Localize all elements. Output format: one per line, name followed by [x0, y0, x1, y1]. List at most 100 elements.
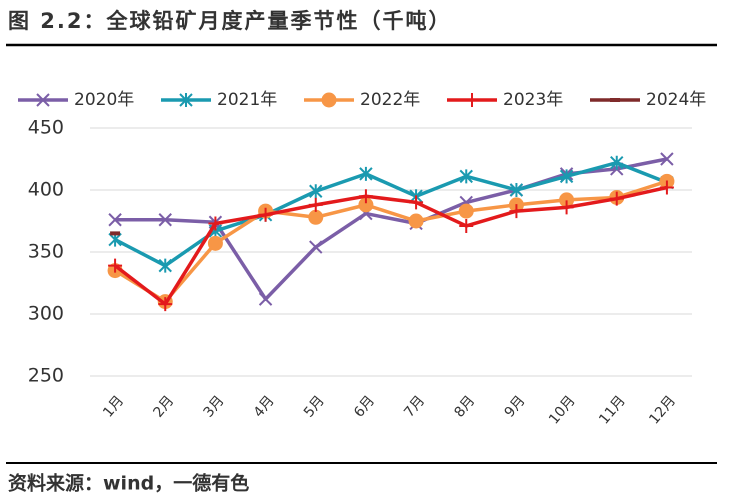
marker-shape	[610, 98, 620, 102]
marker-shape	[359, 166, 373, 181]
marker-shape	[409, 195, 424, 210]
x-tick-label: 4月	[251, 393, 278, 421]
y-tick-label: 300	[28, 303, 64, 325]
point-marker	[309, 240, 323, 254]
marker-shape	[309, 184, 323, 199]
marker-shape	[308, 209, 324, 225]
legend-marker	[179, 93, 193, 107]
x-tick-label: 8月	[451, 393, 478, 421]
x-tick-label: 11月	[596, 393, 629, 428]
marker-shape	[258, 292, 273, 306]
marker-shape	[110, 231, 121, 236]
point-marker	[108, 213, 122, 227]
point-marker	[358, 189, 373, 204]
marker-shape	[207, 235, 223, 251]
point-marker	[458, 203, 474, 219]
point-marker	[308, 197, 323, 212]
point-marker	[358, 197, 374, 213]
legend-marker	[36, 93, 50, 107]
marker-shape	[559, 169, 574, 184]
point-marker	[158, 213, 172, 227]
point-marker	[409, 195, 424, 210]
point-marker	[258, 292, 273, 306]
marker-shape	[459, 169, 473, 184]
series-line	[115, 157, 668, 301]
legend-label: 2022年	[360, 90, 420, 110]
point-marker	[308, 209, 324, 225]
x-tick-label: 6月	[351, 393, 378, 421]
marker-shape	[358, 197, 374, 213]
point-marker	[559, 200, 574, 215]
y-tick-label: 400	[28, 179, 64, 201]
x-tick-label: 5月	[301, 393, 328, 421]
marker-shape	[208, 216, 223, 231]
point-marker	[110, 231, 121, 236]
marker-shape	[659, 180, 674, 195]
point-marker	[459, 169, 473, 184]
x-tick-label: 9月	[502, 393, 529, 421]
marker-shape	[36, 93, 50, 107]
x-tick-label: 2月	[150, 393, 177, 421]
y-tick-label: 350	[28, 241, 64, 263]
legend-marker	[321, 92, 337, 108]
marker-shape	[465, 93, 479, 107]
marker-shape	[610, 155, 624, 170]
point-marker	[609, 191, 624, 206]
point-marker	[610, 155, 624, 170]
marker-shape	[459, 218, 474, 233]
x-tick-label: 3月	[201, 393, 228, 421]
marker-shape	[609, 191, 624, 206]
y-tick-label: 250	[28, 365, 64, 387]
point-marker	[309, 184, 323, 199]
point-marker	[258, 207, 273, 222]
marker-shape	[358, 189, 373, 204]
marker-shape	[108, 213, 122, 227]
point-marker	[207, 235, 223, 251]
point-marker	[359, 166, 373, 181]
x-tick-label: 7月	[401, 393, 428, 421]
legend-label: 2020年	[74, 90, 134, 110]
legend-label: 2021年	[217, 90, 277, 110]
x-tick-label: 12月	[646, 393, 679, 428]
point-marker	[659, 180, 674, 195]
marker-shape	[458, 203, 474, 219]
marker-shape	[179, 93, 193, 107]
chart-title: 图 2.2：全球铅矿月度产量季节性（千吨）	[8, 9, 452, 33]
marker-shape	[258, 207, 273, 222]
series-line	[114, 179, 668, 304]
legend-marker	[465, 93, 479, 107]
point-marker	[509, 183, 524, 197]
marker-shape	[308, 197, 323, 212]
point-marker	[208, 216, 223, 231]
source-note: 资料来源：wind，一德有色	[8, 472, 249, 495]
marker-shape	[509, 204, 524, 219]
point-marker	[559, 192, 575, 208]
point-marker	[408, 213, 424, 229]
legend-label: 2023年	[503, 90, 563, 110]
x-tick-label: 1月	[100, 393, 127, 421]
marker-shape	[408, 213, 424, 229]
marker-shape	[108, 258, 123, 273]
marker-shape	[660, 152, 674, 166]
marker-shape	[158, 297, 173, 312]
marker-shape	[158, 258, 172, 273]
x-tick-label: 10月	[546, 393, 579, 428]
point-marker	[158, 297, 173, 312]
marker-shape	[309, 240, 323, 254]
point-marker	[509, 204, 524, 219]
marker-shape	[158, 213, 172, 227]
point-marker	[660, 152, 674, 166]
y-tick-label: 450	[28, 117, 64, 139]
point-marker	[108, 258, 123, 273]
marker-shape	[509, 183, 524, 197]
point-marker	[459, 218, 474, 233]
legend-label: 2024年	[646, 90, 706, 110]
marker-shape	[321, 92, 337, 108]
series-line	[114, 185, 668, 306]
marker-shape	[559, 192, 575, 208]
point-marker	[158, 258, 172, 273]
legend-marker	[610, 98, 620, 102]
point-marker	[559, 169, 574, 184]
marker-shape	[559, 200, 574, 215]
